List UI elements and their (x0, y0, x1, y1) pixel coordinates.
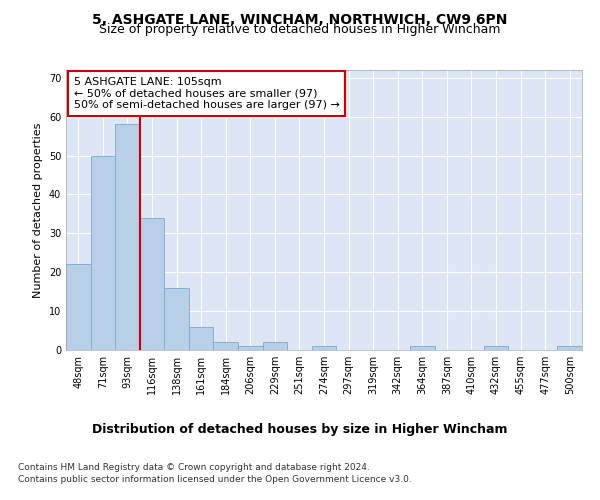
Text: 5, ASHGATE LANE, WINCHAM, NORTHWICH, CW9 6PN: 5, ASHGATE LANE, WINCHAM, NORTHWICH, CW9… (92, 12, 508, 26)
Text: Contains public sector information licensed under the Open Government Licence v3: Contains public sector information licen… (18, 475, 412, 484)
Text: 5 ASHGATE LANE: 105sqm
← 50% of detached houses are smaller (97)
50% of semi-det: 5 ASHGATE LANE: 105sqm ← 50% of detached… (74, 77, 340, 110)
Bar (238, 346, 263, 350)
Bar (410, 346, 434, 350)
Text: Size of property relative to detached houses in Higher Wincham: Size of property relative to detached ho… (99, 22, 501, 36)
Bar (91, 156, 115, 350)
Bar (189, 326, 214, 350)
Bar (484, 346, 508, 350)
Bar (263, 342, 287, 350)
Bar (214, 342, 238, 350)
Text: Distribution of detached houses by size in Higher Wincham: Distribution of detached houses by size … (92, 422, 508, 436)
Bar (164, 288, 189, 350)
Bar (312, 346, 336, 350)
Bar (557, 346, 582, 350)
Y-axis label: Number of detached properties: Number of detached properties (33, 122, 43, 298)
Text: Contains HM Land Registry data © Crown copyright and database right 2024.: Contains HM Land Registry data © Crown c… (18, 462, 370, 471)
Bar (115, 124, 140, 350)
Bar (66, 264, 91, 350)
Bar (140, 218, 164, 350)
